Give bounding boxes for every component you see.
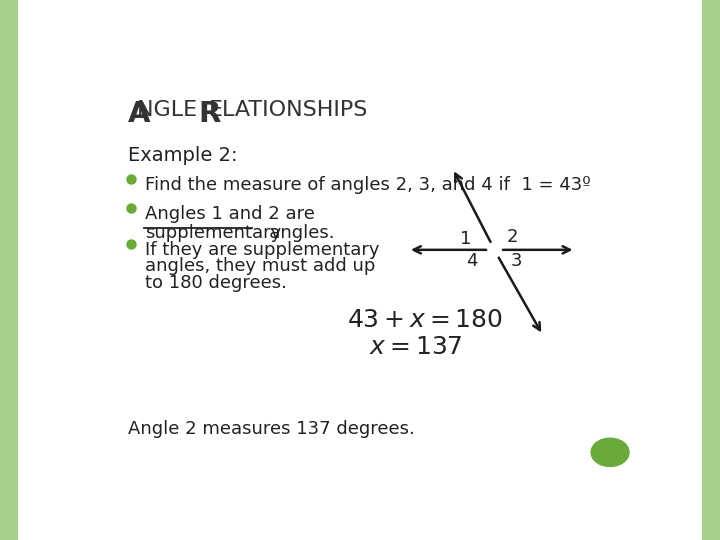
Text: NGLE: NGLE (138, 100, 204, 120)
Text: Angle 2 measures 137 degrees.: Angle 2 measures 137 degrees. (128, 420, 415, 438)
Text: Angles 1 and 2 are: Angles 1 and 2 are (145, 205, 315, 224)
Circle shape (591, 438, 629, 467)
Text: angles, they must add up: angles, they must add up (145, 258, 375, 275)
Text: to 180 degrees.: to 180 degrees. (145, 274, 287, 292)
Text: 2: 2 (507, 228, 518, 246)
Text: R: R (199, 100, 221, 128)
Text: A: A (128, 100, 150, 128)
Text: 4: 4 (467, 253, 478, 271)
Text: $43+x=180$: $43+x=180$ (347, 308, 503, 332)
Text: Find the measure of angles 2, 3, and 4 if  1 = 43º: Find the measure of angles 2, 3, and 4 i… (145, 176, 590, 194)
Text: supplementary: supplementary (145, 225, 281, 242)
Text: 3: 3 (511, 253, 523, 271)
Text: If they are supplementary: If they are supplementary (145, 241, 379, 259)
Text: angles.: angles. (252, 225, 334, 242)
Text: $x=137$: $x=137$ (369, 335, 463, 359)
Text: Example 2:: Example 2: (128, 146, 238, 165)
Text: 1: 1 (460, 231, 471, 248)
Text: ELATIONSHIPS: ELATIONSHIPS (209, 100, 368, 120)
